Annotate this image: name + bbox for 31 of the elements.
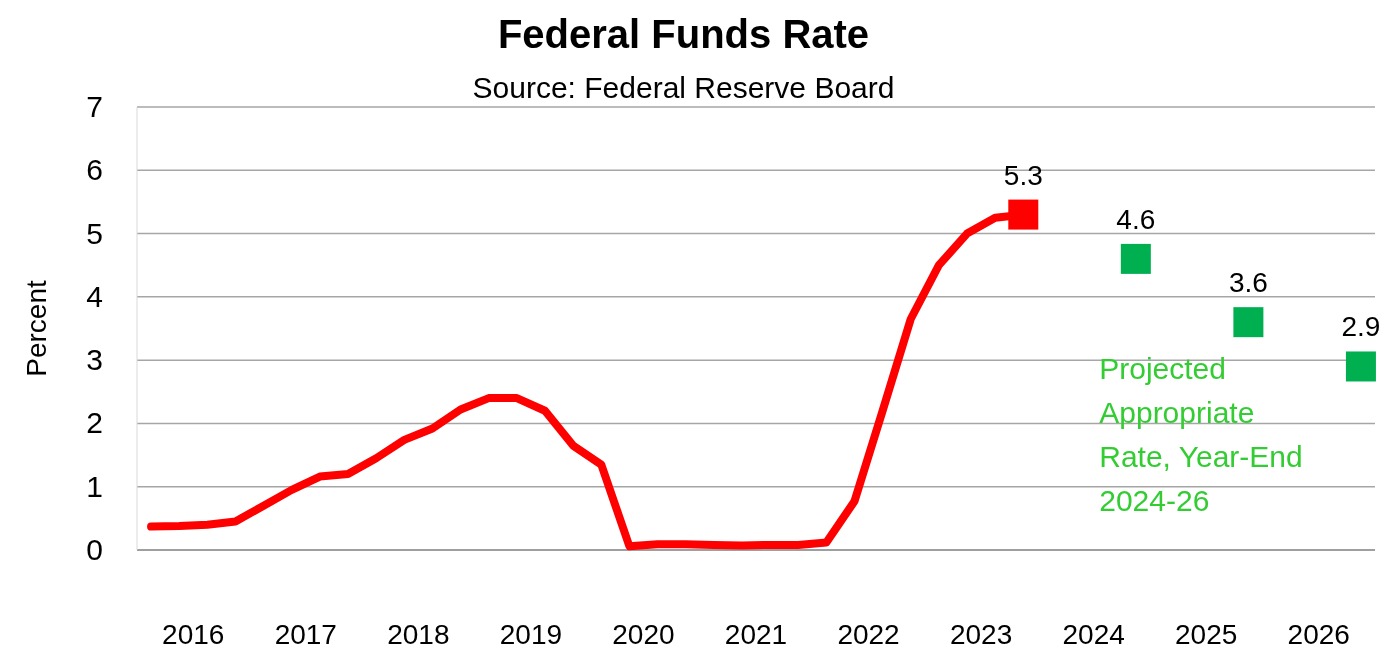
- x-tick-label: 2024: [1062, 619, 1125, 650]
- x-tick-label: 2025: [1175, 619, 1238, 650]
- x-tick-label: 2016: [162, 619, 225, 650]
- x-tick-label: 2026: [1287, 619, 1350, 650]
- x-tick-label: 2022: [837, 619, 900, 650]
- y-tick-label: 3: [86, 343, 103, 377]
- chart-subtitle: Source: Federal Reserve Board: [472, 71, 895, 104]
- x-tick-label: 2019: [499, 619, 563, 650]
- y-tick-label: 6: [86, 153, 103, 187]
- data-label: 3.6: [1228, 267, 1268, 299]
- point: [1008, 199, 1039, 230]
- y-tick-label: 5: [86, 216, 103, 250]
- y-axis-title: Percent: [21, 280, 52, 377]
- point: [1120, 243, 1151, 274]
- data-label: 5.3: [1003, 159, 1043, 191]
- y-tick-label: 4: [86, 279, 103, 313]
- y-tick-label: 0: [86, 533, 103, 566]
- point: [1233, 307, 1264, 338]
- x-tick-label: 2021: [724, 619, 788, 650]
- point: [1345, 351, 1376, 382]
- y-tick-label: 7: [86, 90, 103, 123]
- data-label: 4.6: [1116, 203, 1156, 235]
- x-tick-label: 2020: [612, 619, 675, 650]
- y-tick-label: 2: [86, 406, 103, 440]
- x-tick-label: 2023: [949, 619, 1013, 650]
- chart-title: Federal Funds Rate: [497, 12, 870, 56]
- data-label: 2.9: [1341, 311, 1381, 343]
- x-tick-label: 2018: [387, 619, 450, 650]
- annotation: Projected Appropriate Rate, Year-End 2024-26: [1099, 352, 1303, 518]
- x-tick-label: 2017: [274, 619, 337, 650]
- y-tick-label: 1: [86, 469, 103, 503]
